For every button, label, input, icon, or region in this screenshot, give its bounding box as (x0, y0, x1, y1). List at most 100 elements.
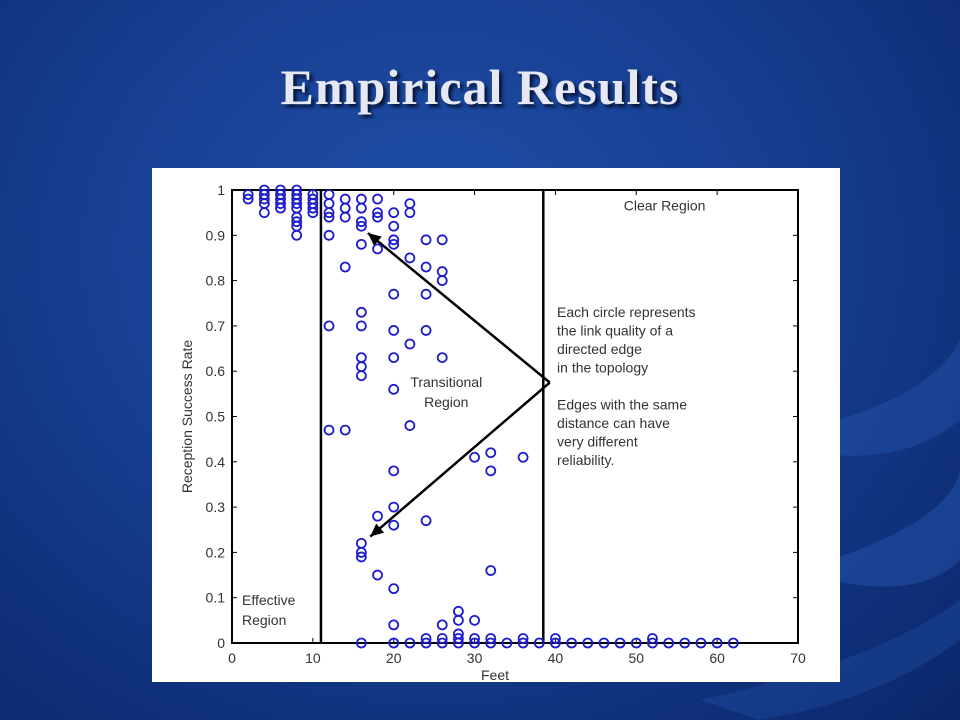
y-tick-label: 0.2 (206, 544, 226, 560)
data-point (291, 198, 303, 209)
data-point (404, 420, 416, 431)
data-point (485, 565, 497, 576)
y-tick-label: 0.6 (206, 363, 226, 379)
data-point (355, 306, 367, 318)
data-point (436, 266, 448, 277)
data-point (695, 637, 707, 649)
data-point (388, 238, 400, 250)
data-point (372, 193, 383, 205)
data-point (436, 619, 448, 631)
data-point (404, 637, 416, 649)
data-point (388, 220, 400, 232)
data-point (291, 216, 303, 228)
data-point (355, 637, 367, 649)
data-point (388, 501, 400, 513)
x-tick-label: 10 (305, 650, 321, 666)
data-point (420, 515, 432, 527)
data-point (485, 465, 497, 477)
slide-title: Empirical Results (280, 59, 680, 115)
y-tick-label: 0.3 (206, 499, 226, 515)
clear-region-label: Clear Region (624, 197, 706, 213)
data-point (420, 633, 432, 644)
data-point (501, 637, 513, 649)
scatter-chart-panel: 0 10 20 30 40 50 60 70 0 0.1 0.2 0.3 0.4 0.5 0.6 0.7 0.8… (152, 168, 840, 682)
data-point (355, 370, 367, 382)
data-point (258, 193, 270, 205)
data-point (517, 633, 529, 644)
y-tick-label: 0.9 (206, 227, 226, 243)
y-tick-label: 0 (217, 635, 225, 651)
data-point (420, 261, 432, 273)
annotation-text-line: distance can have (557, 415, 670, 431)
y-tick-label: 0.8 (206, 273, 226, 289)
data-point (550, 637, 561, 649)
data-point (404, 252, 416, 264)
annotation-text-line: Edges with the same (557, 396, 687, 412)
x-tick-label: 40 (548, 650, 564, 666)
x-axis-label: Feet (481, 667, 509, 682)
data-point (517, 451, 529, 463)
data-point (598, 637, 610, 649)
data-point (436, 352, 448, 364)
data-point (323, 229, 335, 241)
data-point (388, 207, 400, 219)
data-point (436, 637, 448, 649)
data-point (404, 207, 416, 219)
data-point (420, 637, 432, 649)
annotation-arrow-up (367, 232, 551, 384)
annotation-arrow-up-head (367, 233, 382, 246)
data-point (388, 234, 400, 246)
data-point (275, 198, 286, 209)
data-point (355, 193, 367, 205)
data-point (647, 637, 658, 649)
data-point (388, 519, 400, 531)
data-point (355, 546, 367, 558)
data-point (614, 637, 626, 649)
data-point (355, 551, 367, 563)
data-point (372, 569, 383, 581)
data-point (355, 202, 367, 214)
data-point (242, 193, 254, 205)
data-point (355, 238, 367, 250)
data-point (388, 352, 400, 364)
x-tick-label: 50 (628, 650, 644, 666)
data-point (485, 633, 497, 644)
data-point (452, 637, 464, 649)
data-point (323, 211, 335, 223)
data-point (372, 207, 383, 219)
data-point (323, 207, 335, 219)
annotation-text-line: the link quality of a (557, 322, 673, 338)
data-point (388, 619, 400, 631)
data-point (339, 202, 351, 214)
y-tick-label: 1 (217, 182, 225, 198)
data-point (388, 583, 400, 595)
data-point (339, 193, 351, 205)
data-point (469, 451, 480, 463)
data-point (323, 424, 335, 436)
annotation-text-line: reliability. (557, 452, 614, 468)
data-point (550, 633, 561, 644)
data-point (291, 229, 303, 241)
annotation-text-line: very different (557, 433, 638, 449)
transitional-region-label: Region (424, 394, 468, 410)
y-tick-label: 0.4 (206, 454, 226, 470)
data-point (436, 633, 448, 644)
annotation-text-line: directed edge (557, 341, 642, 357)
x-tick-label: 0 (228, 650, 236, 666)
data-point (679, 637, 691, 649)
annotation-arrow-down-head (370, 523, 385, 537)
data-point (647, 633, 658, 644)
x-tick-label: 30 (467, 650, 483, 666)
data-point (420, 234, 432, 246)
data-point (388, 383, 400, 395)
effective-region-label: Effective (242, 592, 296, 608)
y-tick-label: 0.1 (206, 590, 226, 606)
data-point (372, 243, 383, 255)
data-point (323, 198, 335, 209)
data-point (339, 424, 351, 436)
data-point (469, 637, 480, 649)
x-tick-label: 20 (386, 650, 402, 666)
y-tick-label: 0.5 (206, 409, 226, 425)
data-point (355, 352, 367, 364)
y-axis-label: Reception Success Rate (179, 340, 195, 494)
